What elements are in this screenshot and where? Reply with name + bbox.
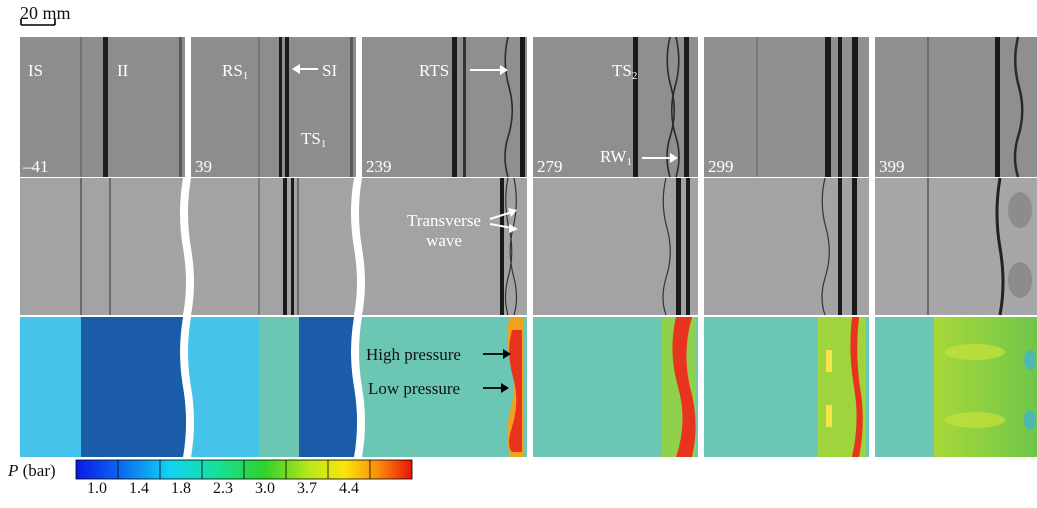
schlieren-row	[20, 36, 1037, 178]
colorbar-unit: (bar)	[22, 461, 56, 480]
annotation-arrows	[292, 64, 678, 393]
ii-label: II	[117, 61, 129, 80]
colorbar	[75, 459, 413, 480]
ts2-base: TS	[612, 61, 632, 80]
ts1-base: TS	[301, 129, 321, 148]
si-label: SI	[322, 61, 338, 80]
colorbar-title: P (bar)	[8, 462, 56, 479]
frame-label-4: 279	[537, 157, 563, 176]
numerical-pane-2	[188, 178, 357, 315]
transverse-wave-label: Transverse wave	[400, 212, 488, 249]
scale-bar-label: 20 mm	[20, 4, 71, 22]
rs1-sub: 1	[242, 70, 249, 82]
numerical-pane-5	[704, 178, 869, 315]
colorbar-tick-label: 3.0	[255, 480, 275, 497]
colorbar-symbol: P	[8, 461, 19, 480]
transverse-line2: wave	[426, 231, 462, 250]
colorbar-tick-label: 4.4	[339, 480, 359, 497]
numerical-pane-4	[533, 178, 698, 315]
scale-bar-value: 20	[20, 3, 38, 23]
frame-label-1: –41	[23, 157, 49, 176]
colorbar-tick-label: 2.3	[213, 480, 233, 497]
transverse-arrow-lower	[489, 223, 513, 229]
colorbar-tick-label: 3.7	[297, 480, 317, 497]
pressure-row	[20, 317, 1037, 457]
pressure-pane-3	[359, 317, 527, 457]
colorbar-tick-label: 1.4	[129, 480, 149, 497]
ts1-label: TS1	[301, 130, 326, 150]
rs1-base: RS	[222, 61, 243, 80]
transverse-arrow-upper	[489, 211, 513, 220]
rw1-sub: 1	[626, 156, 632, 168]
rts-label: RTS	[419, 61, 450, 80]
ts1-sub: 1	[320, 138, 327, 150]
colorbar-tick-label: 1.8	[171, 480, 191, 497]
schlieren-pane-1	[20, 37, 185, 177]
pressure-pane-4	[533, 317, 698, 457]
frame-label-3: 239	[366, 157, 392, 176]
schlieren-pane-2	[191, 37, 356, 177]
high-pressure-label: High pressure	[366, 345, 461, 364]
schlieren-pane-3	[362, 37, 527, 177]
numerical-pane-1	[20, 178, 186, 315]
rs1-label: RS1	[222, 62, 248, 82]
frame-label-6: 399	[879, 157, 905, 176]
frame-label-2: 39	[195, 157, 212, 176]
low-pressure-label: Low pressure	[368, 379, 461, 398]
is-label: IS	[28, 61, 44, 80]
colorbar-tick-label: 1.0	[87, 480, 107, 497]
schlieren-pane-5	[704, 37, 869, 177]
ts2-sub: 2	[631, 70, 638, 82]
transverse-line1: Transverse	[407, 211, 481, 230]
ts2-label: TS2	[612, 62, 637, 82]
numerical-schlieren-row	[20, 177, 1037, 316]
scale-bar-unit: mm	[42, 3, 71, 23]
schlieren-pane-6	[875, 37, 1037, 177]
numerical-pane-3	[359, 178, 527, 315]
frame-label-5: 299	[708, 157, 734, 176]
rw1-label: RW1	[600, 148, 632, 168]
rw1-base: RW	[600, 147, 627, 166]
